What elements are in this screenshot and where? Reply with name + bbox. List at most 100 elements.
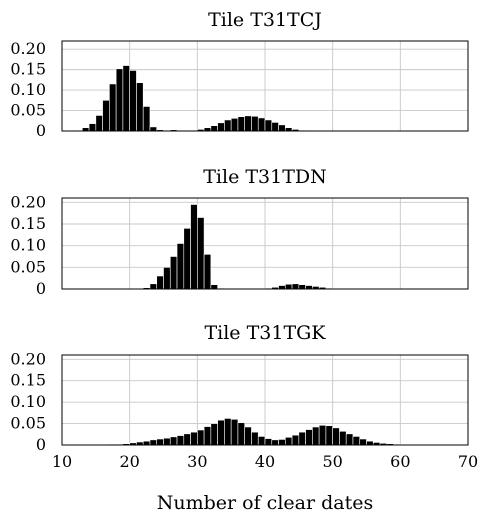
histogram-bar <box>291 434 300 446</box>
panel-title: Tile T31TCJ <box>208 9 322 31</box>
y-tick-label: 0.15 <box>10 60 46 79</box>
y-tick-label: 0 <box>36 435 46 454</box>
y-tick-labels: 00.05 0.100.15 0.20 <box>10 39 46 140</box>
histogram-bar <box>149 439 158 446</box>
histogram-bar <box>109 83 117 132</box>
histogram-bar <box>305 285 313 290</box>
histogram-bar <box>345 433 354 446</box>
x-tick-label: 50 <box>322 452 342 471</box>
histogram-bar <box>278 285 286 290</box>
histogram-bar <box>169 256 178 290</box>
histogram-bar <box>291 283 300 290</box>
histogram-bar <box>284 436 293 446</box>
histogram-bar <box>183 228 191 290</box>
y-tick-label: 0.15 <box>10 214 46 233</box>
x-tick-label: 40 <box>255 452 275 471</box>
histogram-bar <box>136 82 144 132</box>
panel-title: Tile T31TGK <box>204 322 326 344</box>
x-tick-label: 30 <box>187 452 207 471</box>
bars <box>102 418 421 446</box>
histogram-bar <box>298 431 306 446</box>
histogram-bar <box>224 119 232 132</box>
y-tick-labels: 0 0.05 0.10 0.15 0.20 <box>10 349 46 454</box>
histogram-bar <box>257 117 266 132</box>
histogram-bar <box>251 115 259 132</box>
grid-lines <box>62 355 468 445</box>
y-tick-label: 0.05 <box>10 414 46 433</box>
histogram-bar <box>197 429 205 446</box>
histogram-bar <box>149 283 158 290</box>
y-tick-label: 0.05 <box>10 101 46 120</box>
histogram-bar <box>122 65 130 132</box>
histogram-bar <box>230 118 239 132</box>
y-tick-label: 0.05 <box>10 257 46 276</box>
histogram-bar <box>156 275 164 290</box>
histogram-bar <box>176 435 185 446</box>
histogram-bar <box>210 284 218 290</box>
x-tick-label: 70 <box>458 452 478 471</box>
histogram-bar <box>169 436 178 446</box>
y-tick-label: 0.20 <box>10 349 46 368</box>
x-tick-label: 20 <box>119 452 139 471</box>
histogram-bar <box>115 68 124 132</box>
histogram-bar <box>156 438 164 446</box>
histogram-bar <box>210 423 218 446</box>
histogram-bar <box>176 243 185 290</box>
histogram-bar <box>352 436 361 446</box>
y-tick-label: 0.10 <box>10 236 46 255</box>
histogram-bar <box>230 418 239 446</box>
histogram-bar <box>237 116 246 132</box>
histogram-bar <box>264 438 273 446</box>
histogram-bar <box>217 122 225 132</box>
y-tick-label: 0.10 <box>10 392 46 411</box>
y-tick-label: 0 <box>36 121 46 140</box>
histogram-bar <box>325 425 333 446</box>
histogram-bar <box>264 119 273 132</box>
histogram-bar <box>312 426 320 446</box>
histogram-bar <box>163 437 171 446</box>
panel-title: Tile T31TDN <box>203 166 327 188</box>
y-tick-label: 0.10 <box>10 80 46 99</box>
x-tick-labels: 10 20 30 40 50 60 70 <box>52 452 478 471</box>
panel-t31tcj: Tile T31TCJ 00.05 0.100.15 0.20 <box>10 9 469 140</box>
histogram-bar <box>129 70 137 132</box>
plot-frame <box>61 354 469 446</box>
histogram-bar <box>88 123 97 132</box>
histogram-bar <box>359 438 367 446</box>
histogram-bar <box>142 440 151 446</box>
histogram-bar <box>163 267 171 290</box>
plot-frame <box>61 197 469 290</box>
histogram-bar <box>203 426 212 446</box>
histogram-bar <box>298 284 306 290</box>
grid-lines <box>62 198 468 289</box>
panel-t31tgk: Tile T31TGK 0 0.05 0.10 0.15 0.20 10 20 30 40 50… <box>10 322 478 471</box>
histogram-bar <box>197 217 205 290</box>
x-tick-label: 60 <box>390 452 410 471</box>
histogram-bar <box>142 106 151 132</box>
y-tick-label: 0.20 <box>10 39 46 58</box>
histogram-bar <box>210 125 218 132</box>
x-tick-label: 10 <box>52 452 72 471</box>
histogram-bar <box>251 431 259 446</box>
x-axis-label: Number of clear dates <box>157 492 373 514</box>
histogram-bar <box>278 439 286 446</box>
histogram-bar <box>217 419 225 446</box>
histogram-bar <box>284 283 293 290</box>
histogram-bar <box>339 430 347 446</box>
bars <box>142 204 340 290</box>
histogram-bar <box>318 424 327 446</box>
y-tick-label: 0.20 <box>10 192 46 211</box>
histogram-bar <box>95 115 103 132</box>
histogram-bar <box>149 126 158 132</box>
histogram-bar <box>257 436 266 446</box>
histogram-bar <box>224 418 232 446</box>
y-tick-label: 0.15 <box>10 371 46 390</box>
histogram-bar <box>244 115 252 132</box>
plot-frame <box>61 40 469 132</box>
histogram-bar <box>366 440 374 446</box>
histogram-bar <box>278 124 286 132</box>
histogram-bar <box>237 422 246 446</box>
histogram-bar <box>190 431 198 446</box>
histogram-bar <box>203 254 212 290</box>
